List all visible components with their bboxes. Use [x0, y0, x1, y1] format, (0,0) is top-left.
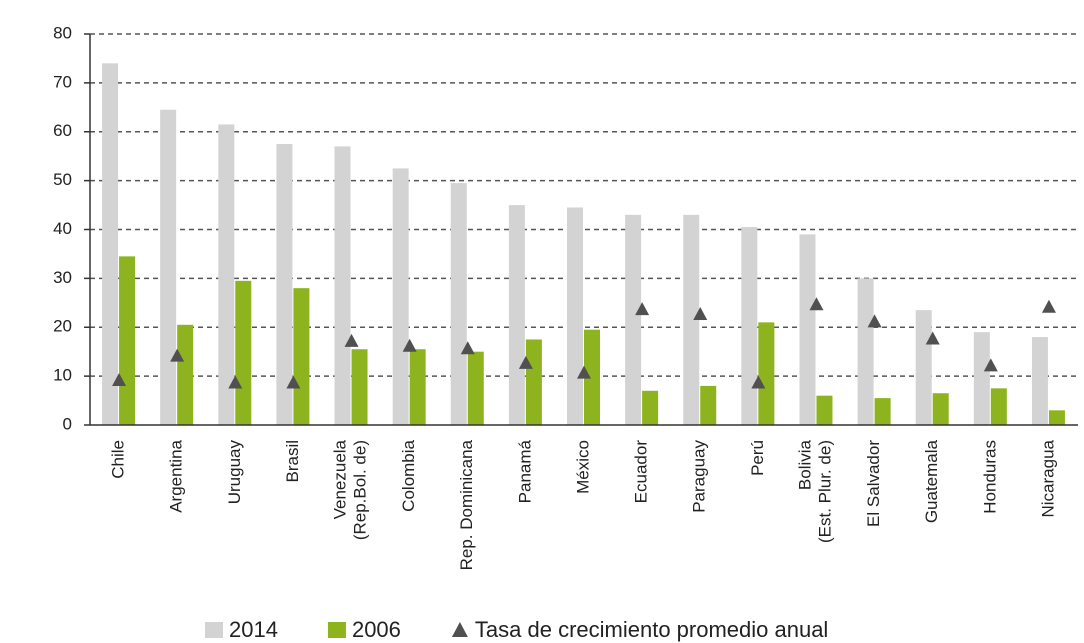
bar [1031, 337, 1048, 425]
x-tick-label: Nicaragua [1038, 439, 1057, 517]
bar [857, 278, 874, 425]
x-tick-label: Panamá [515, 439, 534, 503]
triangle-marker [925, 331, 940, 345]
x-tick-label: Ecuador [632, 440, 651, 504]
x-tick-label: Brasil [283, 440, 302, 483]
bar [508, 205, 525, 425]
y-tick-label: 30 [53, 268, 72, 287]
legend-swatch [205, 622, 223, 638]
x-tick-label-line: Venezuela [331, 439, 350, 519]
bar [409, 349, 426, 425]
bar [119, 256, 136, 425]
triangle-marker [228, 375, 243, 389]
legend-swatch [451, 622, 468, 637]
bar [334, 146, 351, 425]
bar [799, 234, 816, 425]
bar [293, 288, 310, 425]
triangle-marker [170, 348, 185, 362]
x-tick-label: Colombia [399, 439, 418, 511]
bar [683, 214, 700, 425]
bar [642, 390, 659, 425]
x-tick-label: Uruguay [225, 440, 244, 505]
triangle-marker [112, 373, 127, 387]
triangle-marker [751, 375, 766, 389]
x-tick-label: Rep. Dominicana [457, 439, 476, 570]
legend-label: Tasa de crecimiento promedio anual [475, 617, 828, 642]
bar [990, 388, 1007, 425]
x-tick-label: Venezuela(Rep.Bol. de) [331, 439, 370, 540]
x-tick-label: Guatemala [922, 439, 941, 523]
y-tick-label: 70 [53, 72, 72, 91]
y-tick-label: 80 [53, 23, 72, 42]
bar [160, 109, 177, 425]
y-tick-label: 0 [63, 414, 72, 433]
x-tick-label: Paraguay [690, 440, 709, 513]
x-tick-label-line: (Est. Plur. de) [816, 440, 835, 543]
x-tick-label-line: (Rep.Bol. de) [351, 440, 370, 540]
triangle-marker [867, 314, 882, 328]
triangle-marker [402, 338, 417, 352]
bar [567, 207, 583, 425]
triangle-marker [460, 341, 475, 355]
bar [235, 280, 252, 425]
bar [816, 395, 833, 425]
x-tick-label: El Salvador [864, 440, 883, 527]
x-tick-label-line: Bolivia [796, 439, 815, 490]
triangle-marker [809, 297, 824, 311]
triangle-marker [1041, 299, 1056, 313]
bar [915, 310, 932, 425]
triangle-marker [286, 375, 301, 389]
x-tick-label: Bolivia(Est. Plur. de) [796, 439, 835, 543]
y-tick-label: 20 [53, 317, 72, 336]
bar [584, 329, 600, 425]
y-tick-label: 60 [53, 121, 72, 140]
bar [218, 124, 235, 425]
triangle-marker [635, 302, 650, 316]
triangle-marker [983, 358, 998, 372]
triangle-marker [344, 333, 359, 347]
bar [1048, 410, 1065, 425]
bar [525, 339, 542, 425]
x-tick-label: Chile [109, 440, 128, 479]
bar [932, 393, 949, 425]
legend-label: 2006 [352, 617, 401, 642]
y-tick-label: 10 [53, 366, 72, 385]
bar [177, 324, 194, 425]
x-tick-label: Argentina [167, 439, 186, 512]
bar [700, 385, 717, 425]
bar [102, 63, 119, 425]
legend-swatch [327, 622, 346, 638]
x-tick-label: Perú [748, 440, 767, 476]
triangle-marker [693, 307, 708, 321]
bar [392, 168, 409, 425]
x-tick-label: México [573, 440, 592, 494]
bar [741, 227, 758, 425]
bar [450, 183, 467, 425]
legend-label: 2014 [229, 617, 278, 642]
bar [625, 214, 642, 425]
bar [973, 332, 990, 425]
bar [276, 143, 293, 425]
triangle-marker [518, 355, 533, 369]
triangle-marker [577, 365, 591, 379]
bar [874, 398, 891, 425]
y-tick-label: 40 [53, 219, 72, 238]
y-tick-label: 50 [53, 170, 72, 189]
bar [351, 349, 368, 425]
x-tick-label: Honduras [980, 440, 999, 514]
bar [467, 351, 484, 425]
bar [758, 322, 775, 425]
